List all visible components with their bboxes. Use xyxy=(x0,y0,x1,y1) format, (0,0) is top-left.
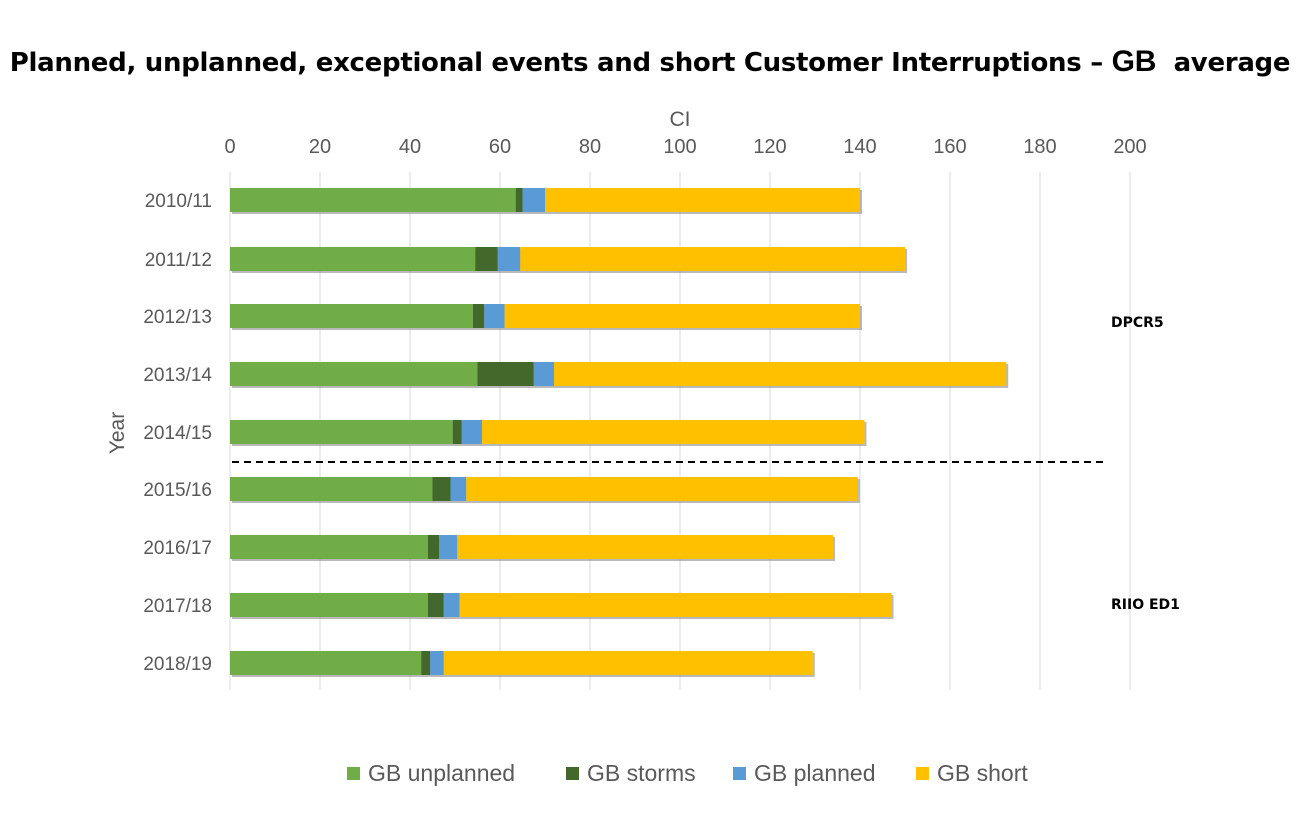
axis-ticks: 0 20 40 60 80 100 120 140 160 180 200 2010/11 2011/1… xyxy=(143,136,1146,675)
bar-gb-short-2012-13 xyxy=(504,304,860,328)
bar-gb-storms-2015-16 xyxy=(432,477,451,501)
bar-gb-short-2010-11 xyxy=(545,188,860,212)
bar-gb-planned-2012-13 xyxy=(484,304,505,328)
bar-gb-storms-2010-11 xyxy=(515,188,523,212)
bar-gb-unplanned-2010-11 xyxy=(230,188,516,212)
bar-gb-short-2011-12 xyxy=(520,247,905,271)
legend-swatch-planned xyxy=(733,766,746,780)
bar-gb-storms-2016-17 xyxy=(428,535,440,559)
legend-item-short: GB short xyxy=(916,755,1028,791)
legend-swatch-unplanned xyxy=(347,766,360,780)
legend-label-unplanned: GB unplanned xyxy=(368,759,516,786)
bars xyxy=(230,188,1009,677)
x-tick-label-120: 120 xyxy=(753,136,786,158)
bar-gb-short-2014-15 xyxy=(482,420,865,444)
bar-gb-planned-2016-17 xyxy=(439,535,458,559)
x-tick-label-20: 20 xyxy=(309,136,331,158)
y-tick-label-2014-15: 2014/15 xyxy=(143,423,212,444)
bar-gb-unplanned-2016-17 xyxy=(230,535,428,559)
bar-gb-short-2015-16 xyxy=(466,477,858,501)
y-tick-label-2011-12: 2011/12 xyxy=(145,250,212,271)
bar-gb-unplanned-2011-12 xyxy=(230,247,476,271)
bar-gb-planned-2014-15 xyxy=(461,420,482,444)
x-tick-label-180: 180 xyxy=(1023,136,1056,158)
bar-gb-storms-2011-12 xyxy=(475,247,498,271)
bar-gb-planned-2011-12 xyxy=(497,247,521,271)
bar-gb-planned-2015-16 xyxy=(450,477,467,501)
bar-gb-storms-2014-15 xyxy=(452,420,462,444)
bar-gb-unplanned-2013-14 xyxy=(230,362,478,386)
bar-gb-short-2013-14 xyxy=(554,362,1007,386)
bar-gb-planned-2017-18 xyxy=(443,593,460,617)
bar-gb-short-2016-17 xyxy=(457,535,833,559)
chart-title: Planned, unplanned, exceptional events a… xyxy=(0,45,1300,79)
bar-gb-planned-2013-14 xyxy=(533,362,554,386)
y-tick-label-2015-16: 2015/16 xyxy=(143,480,212,501)
x-tick-label-100: 100 xyxy=(663,136,696,158)
bar-gb-storms-2018-19 xyxy=(421,651,431,675)
bar-gb-storms-2013-14 xyxy=(477,362,534,386)
y-tick-label-2016-17: 2016/17 xyxy=(143,538,212,559)
y-tick-label-2013-14: 2013/14 xyxy=(143,365,212,386)
bar-gb-planned-2010-11 xyxy=(522,188,545,212)
chart-title-main: Planned, unplanned, exceptional events a… xyxy=(9,48,1112,78)
x-axis-title: CI xyxy=(670,108,691,131)
y-tick-label-2018-19: 2018/19 xyxy=(143,654,212,675)
bar-gb-unplanned-2018-19 xyxy=(230,651,422,675)
chart-title-suffix: average xyxy=(1156,48,1291,78)
x-tick-label-160: 160 xyxy=(933,136,966,158)
period-label-riio-ed1: RIIO ED1 xyxy=(1111,597,1180,613)
bar-gb-unplanned-2017-18 xyxy=(230,593,428,617)
bar-gb-unplanned-2014-15 xyxy=(230,420,453,444)
bar-gb-short-2018-19 xyxy=(443,651,813,675)
legend-label-short: GB short xyxy=(937,759,1028,786)
legend-item-planned: GB planned xyxy=(733,755,875,791)
x-tick-label-0: 0 xyxy=(224,136,235,158)
period-label-dpcr5: DPCR5 xyxy=(1111,315,1164,331)
legend-label-storms: GB storms xyxy=(587,759,696,786)
bar-gb-storms-2017-18 xyxy=(428,593,444,617)
bar-gb-unplanned-2012-13 xyxy=(230,304,473,328)
chart-title-gb: GB xyxy=(1111,45,1157,78)
y-tick-label-2012-13: 2012/13 xyxy=(143,307,212,328)
y-tick-label-2017-18: 2017/18 xyxy=(143,596,212,617)
y-axis-title: Year xyxy=(106,412,129,454)
legend-item-unplanned: GB unplanned xyxy=(347,755,515,791)
legend-swatch-storms xyxy=(566,766,579,780)
bar-gb-planned-2018-19 xyxy=(430,651,444,675)
legend: GB unplanned GB storms GB planned GB sho… xyxy=(0,755,1300,791)
bar-gb-short-2017-18 xyxy=(459,593,892,617)
bar-gb-storms-2012-13 xyxy=(473,304,485,328)
legend-item-storms: GB storms xyxy=(566,755,696,791)
x-tick-label-80: 80 xyxy=(579,136,601,158)
x-tick-label-60: 60 xyxy=(489,136,511,158)
legend-swatch-short xyxy=(916,766,929,780)
x-tick-label-200: 200 xyxy=(1113,136,1146,158)
legend-label-planned: GB planned xyxy=(754,759,876,786)
x-tick-label-40: 40 xyxy=(399,136,421,158)
x-tick-label-140: 140 xyxy=(843,136,876,158)
bar-gb-unplanned-2015-16 xyxy=(230,477,433,501)
y-tick-label-2010-11: 2010/11 xyxy=(145,191,212,212)
